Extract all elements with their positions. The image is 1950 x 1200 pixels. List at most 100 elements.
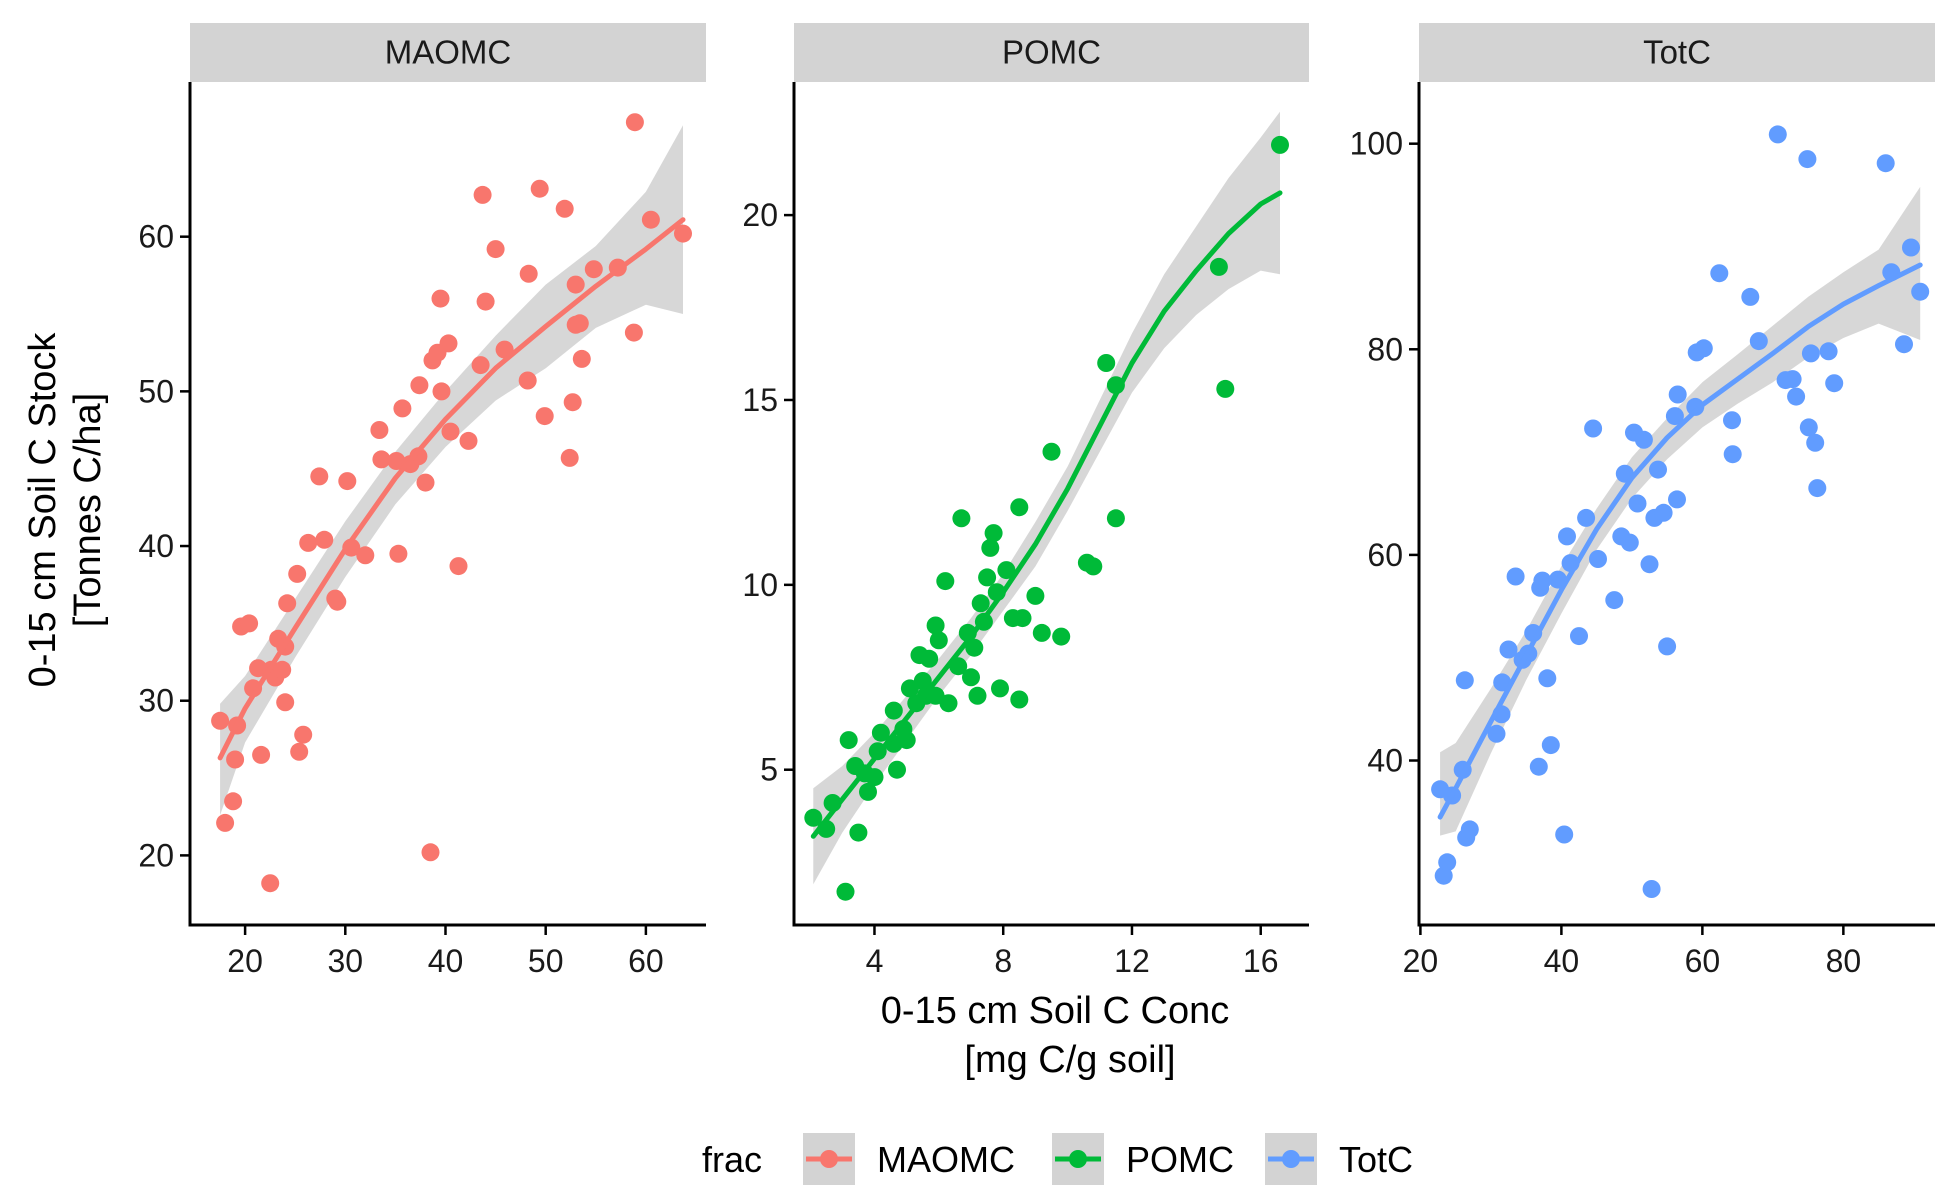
data-point-totc-44 <box>1668 385 1687 404</box>
data-point-maomc-2 <box>224 792 243 811</box>
y-tick-label-totc-60: 60 <box>1367 537 1403 573</box>
data-point-maomc-50 <box>486 240 505 259</box>
data-point-totc-37 <box>1642 880 1661 898</box>
data-point-maomc-46 <box>459 431 478 450</box>
data-point-maomc-59 <box>566 275 585 294</box>
data-point-maomc-18 <box>288 564 307 583</box>
y-tick-label-maomc-60: 60 <box>138 219 174 255</box>
data-point-totc-36 <box>1640 555 1659 574</box>
data-point-maomc-41 <box>431 289 450 308</box>
data-point-pomc-3 <box>836 882 855 901</box>
legend-label-totc: TotC <box>1339 1139 1413 1180</box>
data-point-maomc-20 <box>294 725 313 744</box>
x-tick-label-maomc-40: 40 <box>428 943 464 979</box>
y-tick-label-maomc-40: 40 <box>138 528 174 564</box>
data-point-maomc-58 <box>563 393 582 412</box>
data-point-totc-60 <box>1806 433 1825 452</box>
data-point-totc-32 <box>1620 533 1639 552</box>
data-point-maomc-36 <box>410 376 429 395</box>
data-point-totc-18 <box>1533 571 1552 590</box>
data-point-maomc-29 <box>370 421 389 439</box>
data-point-pomc-29 <box>952 509 971 528</box>
data-point-totc-62 <box>1819 342 1838 361</box>
legend-label-pomc: POMC <box>1126 1139 1234 1180</box>
data-point-maomc-10 <box>261 874 280 893</box>
data-point-pomc-37 <box>981 538 1000 557</box>
y-tick-label-totc-40: 40 <box>1367 743 1403 779</box>
x-tick-label-maomc-20: 20 <box>227 943 263 979</box>
data-point-totc-66 <box>1895 335 1913 354</box>
data-point-totc-49 <box>1723 411 1741 430</box>
data-point-totc-43 <box>1668 490 1686 509</box>
confidence-band-maomc <box>220 125 683 816</box>
y-tick-label-pomc-15: 15 <box>742 382 778 418</box>
data-point-totc-64 <box>1876 154 1895 173</box>
data-point-maomc-15 <box>276 693 295 712</box>
x-tick-label-pomc-8: 8 <box>994 943 1012 979</box>
data-point-totc-61 <box>1808 479 1827 498</box>
data-point-maomc-25 <box>328 592 347 611</box>
data-point-pomc-8 <box>859 782 877 801</box>
data-point-totc-47 <box>1694 339 1713 358</box>
data-point-maomc-1 <box>216 813 235 832</box>
data-point-totc-55 <box>1783 370 1802 389</box>
data-point-totc-63 <box>1825 374 1844 393</box>
data-point-maomc-66 <box>625 113 644 132</box>
data-point-pomc-41 <box>997 561 1016 580</box>
trend-line-totc <box>1437 262 1923 820</box>
y-tick-label-maomc-30: 30 <box>138 683 174 719</box>
facet-panels: MAOMC 20 30 40 50 60 20 30 40 50 60 POMC 4 8 12 16 5 10 15… <box>138 23 1935 979</box>
data-point-pomc-27 <box>939 694 958 713</box>
data-point-pomc-43 <box>1010 690 1029 709</box>
data-point-totc-52 <box>1749 332 1768 351</box>
data-point-totc-8 <box>1487 724 1506 743</box>
data-point-totc-53 <box>1768 125 1787 144</box>
y-tick-label-pomc-20: 20 <box>742 197 778 233</box>
data-point-totc-27 <box>1584 419 1603 438</box>
data-point-maomc-47 <box>471 356 490 375</box>
data-point-pomc-31 <box>962 668 980 687</box>
data-point-maomc-37 <box>416 473 435 492</box>
data-point-pomc-36 <box>978 568 997 587</box>
legend-key-point-pomc <box>1069 1150 1087 1168</box>
x-tick-label-totc-80: 80 <box>1826 943 1862 979</box>
strip-label-pomc: POMC <box>1002 34 1101 71</box>
data-point-totc-19 <box>1538 669 1557 688</box>
data-point-pomc-11 <box>871 723 890 742</box>
data-point-maomc-52 <box>518 371 537 390</box>
data-point-pomc-13 <box>884 701 903 720</box>
data-point-maomc-17 <box>278 594 297 613</box>
data-point-maomc-0 <box>211 711 230 730</box>
data-point-maomc-19 <box>290 742 309 761</box>
data-point-totc-42 <box>1665 407 1684 426</box>
panel-totc: TotC 20 40 60 80 40 60 80 100 <box>1350 23 1935 979</box>
data-point-maomc-43 <box>439 334 458 353</box>
data-point-totc-12 <box>1506 567 1525 586</box>
data-point-maomc-26 <box>338 472 357 491</box>
y-axis-title-line-2: [Tonnes C/ha] <box>67 393 109 627</box>
x-tick-label-pomc-12: 12 <box>1114 943 1150 979</box>
data-point-totc-28 <box>1589 550 1607 568</box>
data-point-maomc-44 <box>441 422 460 441</box>
data-point-pomc-51 <box>1084 557 1103 576</box>
data-point-totc-58 <box>1799 418 1818 437</box>
data-point-maomc-65 <box>624 323 643 342</box>
x-tick-label-pomc-4: 4 <box>866 943 884 979</box>
data-point-totc-2 <box>1438 853 1457 872</box>
data-point-totc-40 <box>1654 503 1673 522</box>
data-point-pomc-48 <box>1042 442 1061 461</box>
data-point-pomc-46 <box>1026 586 1045 605</box>
y-tick-label-pomc-5: 5 <box>760 752 778 788</box>
data-point-totc-25 <box>1570 627 1588 646</box>
data-point-pomc-9 <box>865 768 884 787</box>
data-point-pomc-6 <box>849 823 868 842</box>
data-point-pomc-26 <box>936 572 955 591</box>
legend-key-point-totc <box>1282 1150 1300 1168</box>
data-point-totc-67 <box>1902 238 1920 257</box>
data-point-maomc-30 <box>372 450 391 469</box>
data-point-maomc-57 <box>560 448 579 467</box>
data-point-totc-56 <box>1787 387 1806 406</box>
data-point-maomc-3 <box>226 750 245 769</box>
data-point-pomc-22 <box>920 649 939 668</box>
data-point-maomc-22 <box>310 467 329 486</box>
